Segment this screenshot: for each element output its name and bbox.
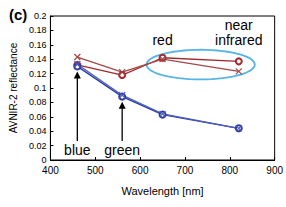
svg-text:0.1: 0.1	[34, 83, 47, 93]
svg-text:Wavelength [nm]: Wavelength [nm]	[121, 185, 203, 197]
svg-text:500: 500	[87, 165, 104, 176]
svg-text:0.06: 0.06	[29, 112, 47, 122]
svg-text:700: 700	[177, 165, 194, 176]
svg-text:red: red	[152, 32, 172, 48]
svg-text:800: 800	[221, 165, 238, 176]
svg-text:0.04: 0.04	[29, 126, 47, 136]
svg-text:infrared: infrared	[215, 32, 262, 48]
svg-text:0.2: 0.2	[34, 11, 47, 21]
svg-text:blue: blue	[64, 142, 91, 158]
svg-text:400: 400	[42, 165, 59, 176]
svg-text:green: green	[104, 142, 140, 158]
svg-text:0.16: 0.16	[29, 40, 47, 50]
svg-text:(c): (c)	[9, 6, 27, 23]
svg-text:0: 0	[41, 155, 46, 165]
svg-text:900: 900	[266, 165, 283, 176]
svg-text:0.12: 0.12	[29, 69, 47, 79]
svg-text:0.18: 0.18	[29, 25, 47, 35]
svg-text:near: near	[225, 17, 253, 33]
svg-text:AVNIR-2 reflectance: AVNIR-2 reflectance	[8, 42, 19, 133]
svg-text:600: 600	[132, 165, 149, 176]
svg-text:0.08: 0.08	[29, 97, 47, 107]
svg-text:0.14: 0.14	[29, 54, 47, 64]
svg-text:0.02: 0.02	[29, 141, 47, 151]
